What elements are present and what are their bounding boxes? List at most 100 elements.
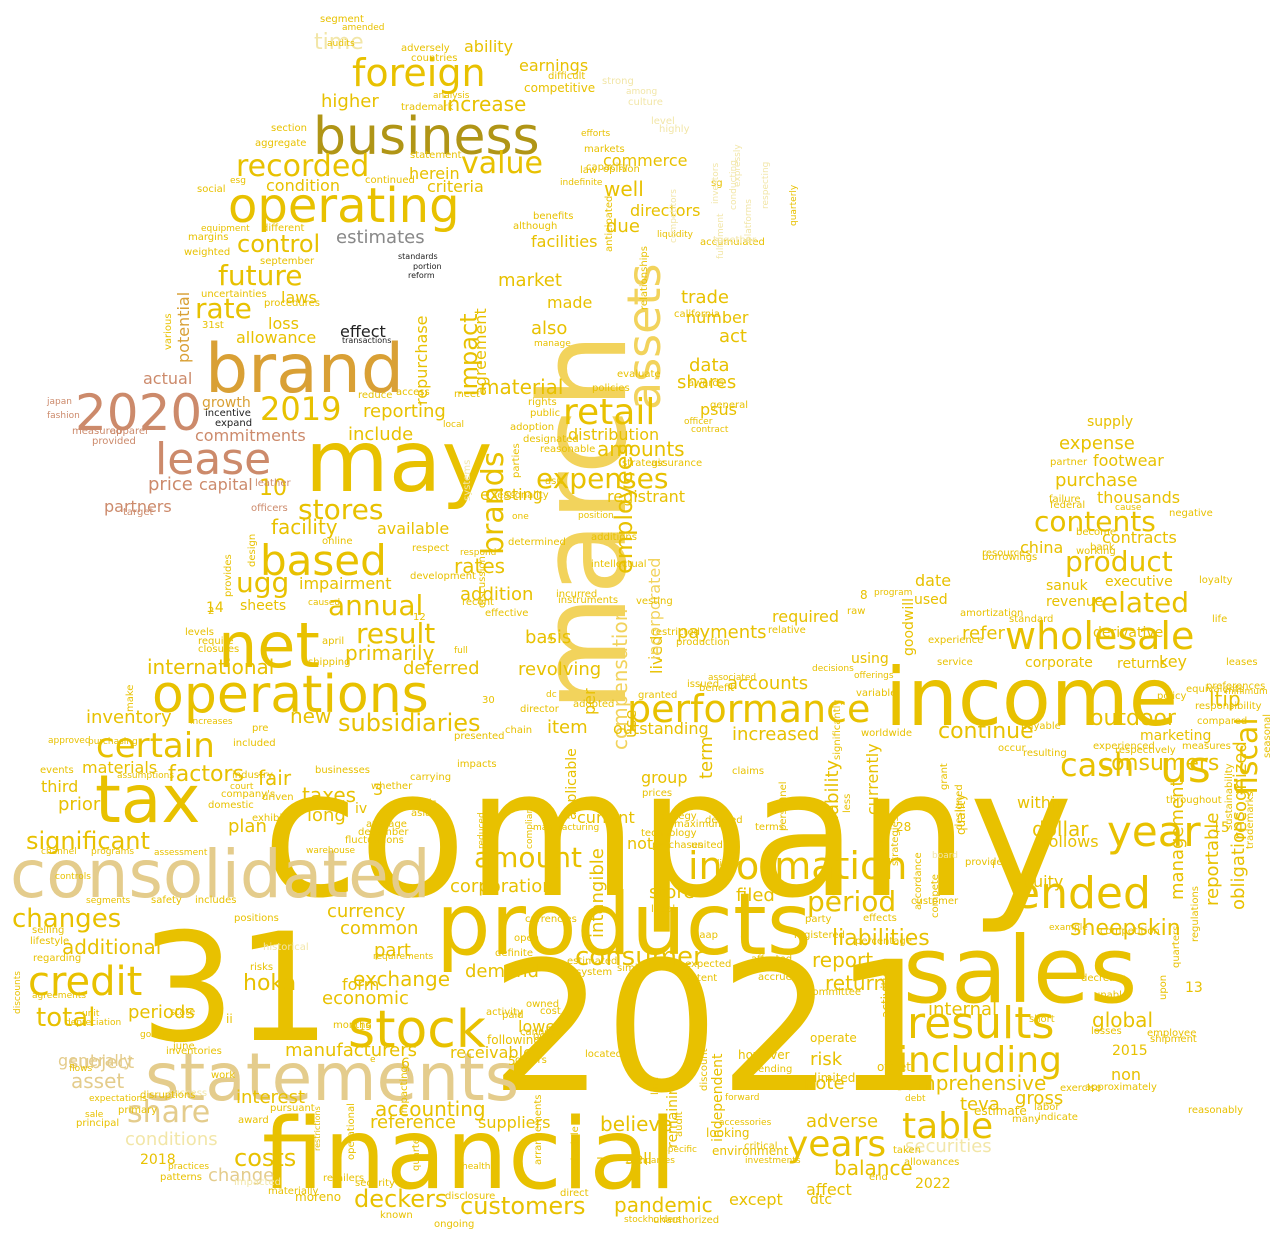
word-due: due: [606, 216, 640, 237]
word-similar: similar: [617, 963, 651, 974]
word-company: company: [262, 732, 1073, 937]
word-open: open: [514, 933, 539, 944]
word-program: program: [874, 588, 912, 598]
word-standards: standards: [398, 252, 438, 261]
word-31: 31: [140, 902, 331, 1076]
word-equipment: equipment: [201, 224, 250, 234]
word-common: common: [340, 918, 418, 939]
word-united: united: [691, 840, 723, 851]
word-expenses: expenses: [536, 462, 668, 495]
word-associated: associated: [708, 673, 756, 683]
word-extent: extent: [685, 973, 717, 984]
word-us: us: [1160, 742, 1211, 793]
word-term: term: [696, 736, 717, 779]
word-company-s: company's: [221, 789, 275, 800]
word-operational: operational: [346, 1103, 357, 1160]
word-director: director: [520, 704, 560, 715]
word-development: development: [410, 571, 476, 582]
word-intellectual: intellectual: [591, 559, 647, 570]
word-assets: assets: [617, 264, 671, 410]
word-effects: effects: [863, 913, 897, 924]
word-total: total: [36, 1003, 95, 1033]
word-experienced: experienced: [1093, 741, 1155, 752]
word-uncertainties: uncertainties: [201, 289, 267, 300]
word-indicate: indicate: [1038, 1112, 1078, 1123]
word-segment: segment: [320, 14, 364, 25]
word-estimates: estimates: [336, 227, 425, 248]
word-years: years: [787, 1124, 886, 1165]
word-reference: reference: [370, 1112, 456, 1133]
word-materials: materials: [82, 758, 157, 777]
word-global: global: [1092, 1008, 1153, 1032]
word-prior: prior: [58, 794, 101, 815]
word-borrowings: borrowings: [982, 552, 1037, 563]
word-provided: provided: [92, 436, 136, 447]
word-incentive: incentive: [205, 408, 251, 419]
word-performance: performance: [627, 687, 870, 731]
word-quarters: quarters: [1171, 926, 1182, 968]
word-customer: customer: [911, 896, 959, 907]
word-whether: whether: [371, 781, 413, 792]
word-loss: loss: [268, 314, 299, 333]
word-adversely: adversely: [401, 43, 450, 54]
word-obligations: obligations: [1228, 811, 1249, 910]
word-less: less: [842, 794, 853, 813]
word-outstanding: outstanding: [613, 719, 709, 738]
word-relationships: relationships: [639, 246, 650, 310]
word-provide: provide: [965, 857, 1003, 868]
word-respond: respond: [460, 548, 496, 558]
word-costs: costs: [234, 1144, 296, 1172]
word-online: online: [322, 536, 353, 547]
word-system: system: [576, 967, 612, 978]
word-carrying: carrying: [410, 772, 451, 783]
word-investments: investments: [745, 1156, 801, 1166]
word-outdoor: outdoor: [1090, 706, 1177, 731]
word-patterns: patterns: [160, 1172, 202, 1183]
word-refer: refer: [962, 623, 1005, 644]
word-preferences: preferences: [1206, 681, 1265, 692]
word-conditions: conditions: [125, 1129, 218, 1150]
word-leather: leather: [255, 478, 291, 489]
word-related: related: [1090, 586, 1189, 619]
word-allowances: allowances: [904, 1157, 959, 1168]
word-warehouse: warehouse: [306, 846, 356, 856]
word-compensation: compensation: [608, 609, 632, 750]
word-form: form: [342, 975, 379, 994]
word-except: except: [729, 1190, 783, 1209]
word-statements: statements: [145, 1039, 519, 1116]
word-unauthorized: unauthorized: [653, 1215, 719, 1226]
word-losses: losses: [1091, 1026, 1122, 1037]
word-retail: retail: [563, 392, 655, 433]
word-sale: sale: [85, 1110, 104, 1120]
word-industry: industry: [232, 770, 273, 781]
word-dtc: dtc: [810, 1192, 832, 1208]
word-psus: psus: [700, 400, 737, 419]
word-deferred: deferred: [403, 658, 480, 679]
word-together: together: [713, 235, 757, 246]
word-operate: operate: [810, 1031, 857, 1045]
word-principal: principal: [76, 1118, 119, 1129]
word-difficult: difficult: [548, 71, 585, 82]
word-expected: expected: [685, 959, 731, 970]
word-reasonably: reasonably: [1188, 1105, 1243, 1116]
word-portion: portion: [413, 262, 442, 271]
word-leases: leases: [1226, 657, 1258, 668]
word-systems: systems: [462, 460, 473, 501]
word-products: products: [436, 875, 812, 975]
word-subsidiaries: subsidiaries: [338, 709, 481, 737]
word-security: security: [355, 1178, 395, 1189]
word-higher: higher: [321, 91, 379, 112]
word-31st: 31st: [202, 320, 224, 331]
word-f: f: [992, 860, 996, 871]
word-consolidated: consolidated: [10, 836, 431, 913]
word-state: state: [170, 1007, 195, 1018]
word-looking: looking: [706, 1126, 750, 1140]
word-arrangements: arrangements: [533, 1094, 544, 1165]
word-agreements: agreements: [32, 991, 86, 1001]
word-brands: brands: [476, 452, 511, 555]
word-take: take: [875, 830, 886, 852]
word-full: full: [454, 646, 468, 656]
word-competitors: competitors: [669, 189, 679, 243]
word-accordance: accordance: [913, 852, 924, 910]
word-requirements: requirements: [373, 952, 434, 962]
